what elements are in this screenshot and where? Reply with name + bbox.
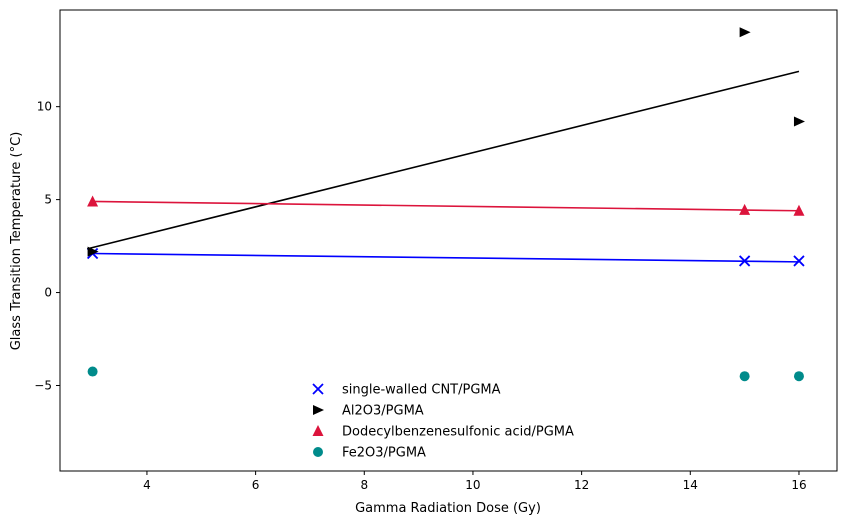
plot-area <box>60 10 837 471</box>
legend-label-3: Fe2O3/PGMA <box>342 446 426 461</box>
y-axis-ticks: −5 0 5 10 <box>34 100 60 392</box>
data-point-series-3-0 <box>87 366 98 377</box>
legend-label-1: Al2O3/PGMA <box>342 404 424 419</box>
x-tick-label: 14 <box>683 478 698 492</box>
legend-label-0: single-walled CNT/PGMA <box>342 383 501 398</box>
legend: single-walled CNT/PGMA Al2O3/PGMA Dodecylb… <box>312 383 574 461</box>
legend-marker-1 <box>313 405 324 415</box>
legend-marker-3 <box>313 447 323 457</box>
data-point-series-2-0 <box>87 195 99 207</box>
fit-lines <box>86 70 800 263</box>
legend-marker-2 <box>312 425 324 436</box>
data-point-series-1-1 <box>739 27 751 38</box>
x-tick-label: 6 <box>252 478 260 492</box>
y-tick-label: −5 <box>34 378 52 392</box>
x-axis-ticks: 4 6 8 10 12 14 16 <box>143 471 807 492</box>
data-point-series-1-2 <box>793 116 805 127</box>
data-point-series-0-1 <box>738 255 751 267</box>
data-point-series-2-2 <box>793 204 805 216</box>
data-point-series-0-2 <box>793 255 805 267</box>
x-tick-label: 12 <box>574 478 589 492</box>
y-tick-label: 5 <box>44 193 52 207</box>
x-tick-label: 16 <box>791 478 806 492</box>
y-tick-label: 0 <box>44 286 52 300</box>
legend-label-2: Dodecylbenzenesulfonic acid/PGMA <box>342 425 574 440</box>
x-tick-label: 4 <box>143 478 151 492</box>
y-axis-label: Glass Transition Temperature (°C) <box>9 132 24 351</box>
data-point-series-3-1 <box>739 371 750 382</box>
data-markers <box>86 27 805 382</box>
x-axis-label: Gamma Radiation Dose (Gy) <box>355 501 541 516</box>
plot-frame <box>59 9 838 472</box>
legend-marker-0 <box>312 383 324 395</box>
y-tick-label: 10 <box>37 100 52 114</box>
data-point-series-1-0 <box>87 246 99 257</box>
fit-line-series-2 <box>92 200 799 212</box>
x-tick-label: 8 <box>360 478 368 492</box>
fit-line-series-0 <box>92 252 799 263</box>
data-point-series-2-1 <box>739 203 751 215</box>
x-tick-label: 10 <box>465 478 480 492</box>
data-point-series-3-2 <box>793 371 804 382</box>
fit-line-series-1 <box>86 70 800 250</box>
